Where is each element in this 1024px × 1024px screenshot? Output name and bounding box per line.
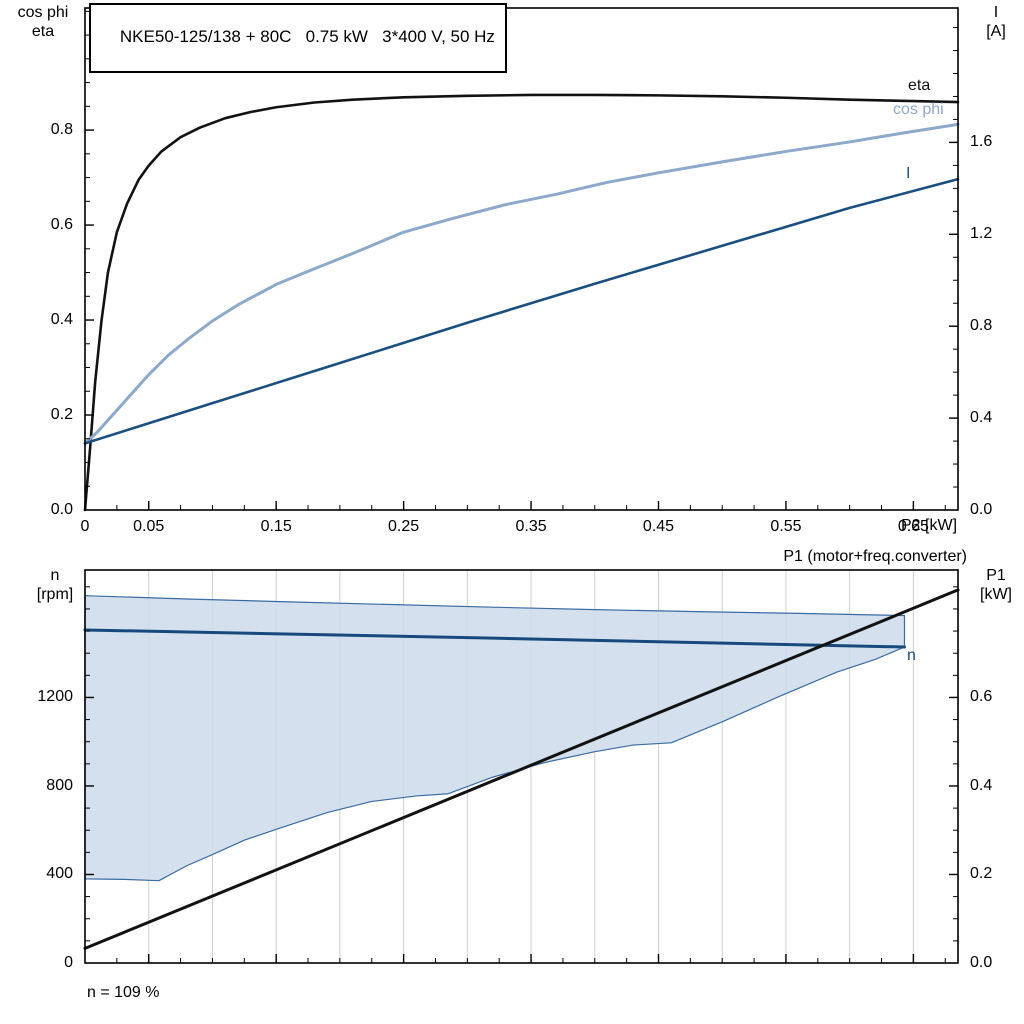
- tick-label: 0.6: [50, 216, 73, 234]
- series-i-curve: [83, 177, 960, 445]
- tick-label: 0.05: [133, 518, 165, 535]
- tick-label: 1200: [37, 688, 73, 706]
- series-label-speed: n: [907, 647, 916, 664]
- tick-label: 0.4: [970, 409, 993, 427]
- axis-label-line: [A]: [986, 23, 1006, 40]
- tick-label: 0.4: [50, 311, 73, 329]
- plot-frame: [84, 569, 959, 964]
- bottom-left-axis-label: n [rpm]: [28, 566, 82, 604]
- tick-label: 0: [80, 518, 90, 535]
- tick-label: 1.2: [970, 225, 993, 243]
- p1-curve-caption: P1 (motor+freq.converter): [783, 548, 967, 565]
- tick-label: 0.45: [642, 518, 675, 535]
- axis-label-line: cos phi: [17, 4, 69, 21]
- series-label-current: I: [906, 165, 911, 182]
- series-eta-curve: [83, 93, 960, 512]
- tick-label: 0.35: [515, 518, 547, 535]
- tick-label: 0.2: [50, 406, 73, 423]
- tick-label: 0.6: [970, 688, 993, 706]
- axis-label-line: [kW]: [980, 586, 1012, 603]
- speed-percentage-annotation: n = 109 %: [87, 984, 160, 1001]
- series-label-eta: eta: [908, 77, 931, 94]
- top-right-axis-label: I [A]: [972, 3, 1020, 41]
- axis-label-line: I: [993, 4, 999, 21]
- tick-label: 1.6: [970, 133, 993, 151]
- tick-label: 0.8: [50, 121, 73, 139]
- tick-label: 0.15: [260, 518, 292, 535]
- tick-label: 800: [46, 776, 73, 794]
- series-n-curve: [83, 628, 906, 649]
- bottom-right-axis-label: P1 [kW]: [970, 566, 1022, 604]
- speed-range-band: [84, 595, 906, 882]
- axis-label-line: P1: [986, 567, 1006, 584]
- series-cos-phi-curve: [83, 122, 960, 446]
- plot-frame: [84, 7, 959, 511]
- axis-label-line: n: [50, 567, 60, 584]
- x-axis-label: P2 [kW]: [901, 517, 958, 534]
- tick-label: 0.2: [970, 865, 993, 883]
- series-p1-curve: [83, 588, 960, 950]
- tick-label: 0.55: [770, 518, 802, 535]
- tick-label: 0.0: [970, 501, 993, 518]
- top-left-axis-label: cos phi eta: [6, 3, 80, 41]
- axis-label-line: [rpm]: [36, 586, 74, 603]
- tick-label: 0.4: [970, 776, 993, 794]
- chart-title-box: NKE50-125/138 + 80C 0.75 kW 3*400 V, 50 …: [89, 3, 507, 73]
- chart-title: NKE50-125/138 + 80C 0.75 kW 3*400 V, 50 …: [119, 27, 495, 46]
- tick-label: 0.8: [970, 317, 993, 335]
- tick-label: 0.65: [897, 518, 929, 535]
- tick-label: 0.0: [970, 954, 993, 971]
- series-label-cos-phi: cos phi: [893, 101, 944, 118]
- axis-label-line: eta: [31, 23, 55, 40]
- tick-label: 0.25: [388, 518, 420, 535]
- tick-label: 400: [46, 865, 73, 883]
- tick-label: 0: [64, 954, 73, 971]
- tick-label: 0.0: [50, 501, 73, 518]
